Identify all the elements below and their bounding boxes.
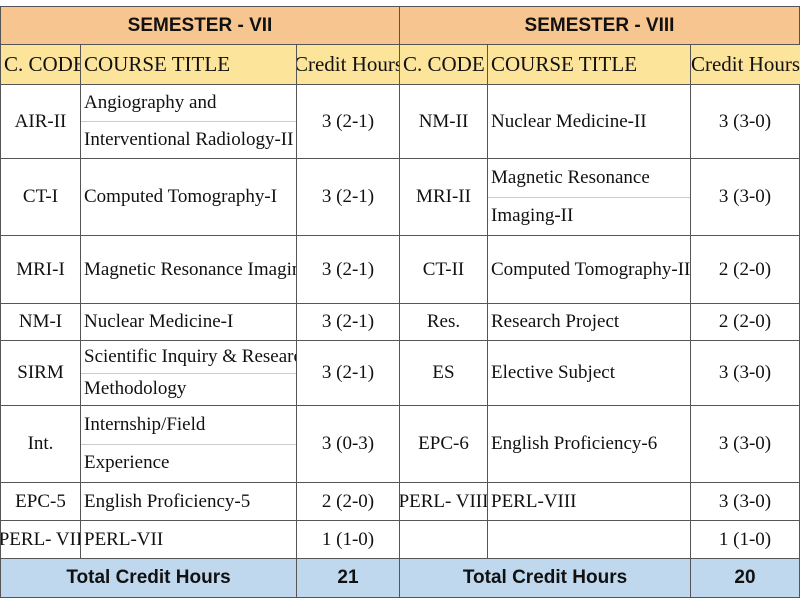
course-code: CT-II [399,235,488,304]
course-title-line: Computed Tomography-I [84,186,278,207]
course-title-line: Scientific Inquiry & Research [84,345,297,367]
course-title: Magnetic Resonance Imaging I [80,235,297,304]
course-code: ES [399,340,488,406]
credit-hours: 3 (3-0) [690,84,800,159]
course-code: PERL- VII [0,520,81,559]
course-title: PERL-VII [80,520,297,559]
credit-hours: 3 (2-1) [296,303,400,341]
course-code: Int. [0,405,81,483]
course-title: English Proficiency-5 [80,482,297,521]
credit-hours: 2 (2-0) [690,235,800,304]
course-title-line: Angiography and [84,92,217,113]
total-label: Total Credit Hours [399,558,691,598]
total-credit: 20 [690,558,800,598]
credit-hours: 3 (2-1) [296,84,400,159]
course-code [399,520,488,559]
course-title-line: Methodology [81,372,296,406]
course-title-line: PERL-VIII [491,490,577,512]
course-code: MRI-II [399,158,488,236]
course-title: Computed Tomography-II [487,235,691,304]
credit-hours: 3 (3-0) [690,340,800,406]
course-code: Res. [399,303,488,341]
column-header: COURSE TITLE [80,44,297,85]
course-title: Angiography and Interventional Radiology-… [80,84,297,159]
column-header: Credit Hours [690,44,800,85]
course-title-line: Internship/Field [84,413,206,435]
course-title-line: Magnetic Resonance Imaging I [84,258,296,280]
course-code: SIRM [0,340,81,406]
course-title-line: English Proficiency-6 [491,433,658,454]
course-title [487,520,691,559]
course-code: CT-I [0,158,81,236]
course-title-line: PERL-VII [84,528,164,550]
course-title: Research Project [487,303,691,341]
credit-hours: 3 (2-1) [296,235,400,304]
credit-hours: 2 (2-0) [296,482,400,521]
course-code: EPC-6 [399,405,488,483]
column-header: COURSE TITLE [487,44,691,85]
course-code: PERL- VIII [399,482,488,521]
course-title: PERL-VIII [487,482,691,521]
semester-title: SEMESTER - VII [0,6,400,45]
course-code: NM-I [0,303,81,341]
column-header: C. CODE [0,44,81,85]
course-title-line: Imaging-II [488,196,690,236]
credit-hours: 3 (0-3) [296,405,400,483]
course-title: English Proficiency-6 [487,405,691,483]
course-title: Scientific Inquiry & Research Methodology [80,340,297,406]
total-credit: 21 [296,558,400,598]
credit-hours: 3 (2-1) [296,158,400,236]
course-title: Magnetic Resonance Imaging-II [487,158,691,236]
course-title-line: Experience [81,443,296,483]
course-code: EPC-5 [0,482,81,521]
course-title-line: Research Project [491,311,620,332]
column-header: Credit Hours [296,44,401,85]
credit-hours: 2 (2-0) [690,303,800,341]
course-title-line: Magnetic Resonance [491,166,650,188]
course-title: Elective Subject [487,340,691,406]
credit-hours: 1 (1-0) [690,520,800,559]
course-title-line: Nuclear Medicine-I [84,311,234,332]
course-title-line: Computed Tomography-II [491,258,691,280]
course-title: Internship/Field Experience [80,405,297,483]
course-title-line: Elective Subject [491,362,615,383]
course-title-line: Nuclear Medicine-II [491,110,647,132]
course-code: NM-II [399,84,488,159]
column-header: C. CODE [399,44,488,85]
course-title-line: English Proficiency-5 [84,490,251,512]
credit-hours: 3 (2-1) [296,340,400,406]
course-code: AIR-II [0,84,81,159]
credit-hours: 3 (3-0) [690,405,800,483]
total-label: Total Credit Hours [0,558,297,598]
credit-hours: 3 (3-0) [690,482,800,521]
credit-hours: 3 (3-0) [690,158,800,236]
course-title: Nuclear Medicine-II [487,84,691,159]
course-title: Nuclear Medicine-I [80,303,297,341]
credit-hours: 1 (1-0) [296,520,400,559]
course-title-line: Interventional Radiology-II [81,121,296,158]
semester-title: SEMESTER - VIII [399,6,800,45]
course-title: Computed Tomography-I [80,158,297,236]
course-code: MRI-I [0,235,81,304]
